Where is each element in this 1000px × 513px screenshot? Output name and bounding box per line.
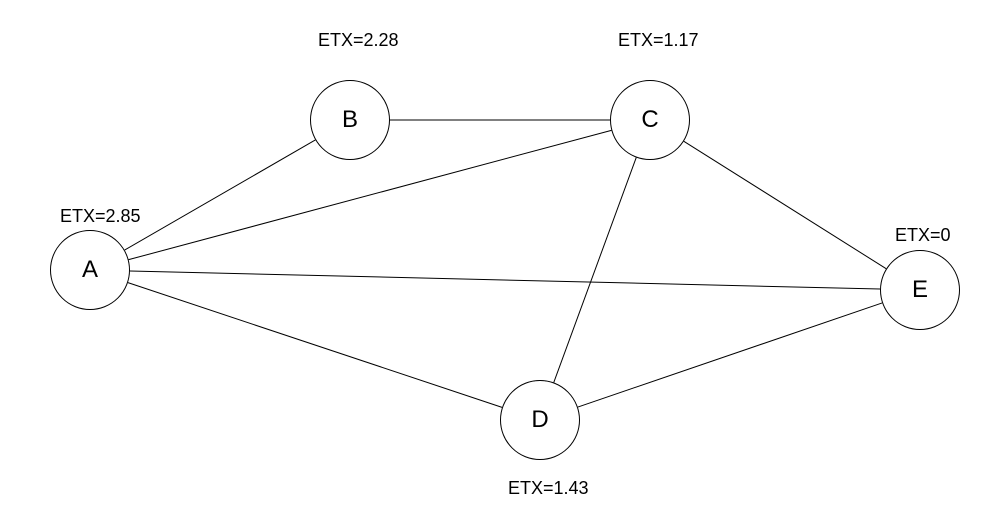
node-e: E (880, 250, 960, 330)
etx-label-d: ETX=1.43 (508, 478, 589, 499)
edge-a-b (125, 140, 316, 250)
node-c-label: C (641, 106, 658, 134)
node-d: D (500, 380, 580, 460)
node-d-label: D (531, 406, 548, 434)
node-a: A (50, 230, 130, 310)
edge-c-d (554, 158, 636, 383)
etx-label-b: ETX=2.28 (318, 30, 399, 51)
node-a-label: A (82, 256, 98, 284)
etx-label-c: ETX=1.17 (618, 30, 699, 51)
edge-a-d (128, 283, 502, 408)
edge-d-e (578, 303, 882, 407)
etx-label-a: ETX=2.85 (60, 206, 141, 227)
node-b: B (310, 80, 390, 160)
node-e-label: E (912, 276, 928, 304)
network-graph (0, 0, 1000, 513)
node-b-label: B (342, 106, 358, 134)
node-c: C (610, 80, 690, 160)
edge-a-e (130, 271, 880, 289)
edge-c-e (684, 141, 886, 268)
etx-label-e: ETX=0 (895, 225, 951, 246)
